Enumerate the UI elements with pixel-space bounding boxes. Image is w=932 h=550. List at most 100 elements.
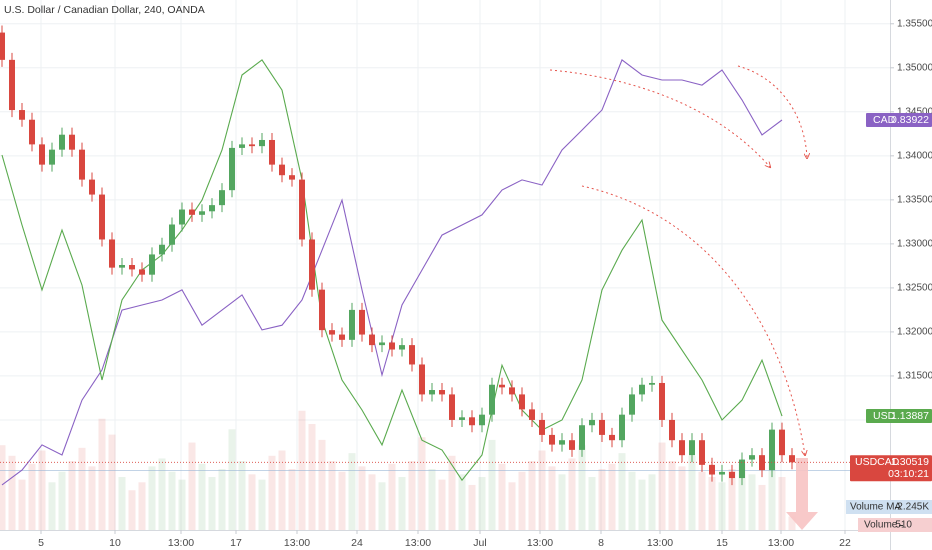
- series-label-box: [866, 113, 932, 128]
- candle-body: [159, 244, 165, 255]
- volume-bar: [208, 477, 216, 530]
- volume-bar: [758, 484, 766, 530]
- drawings: [549, 65, 818, 530]
- candle-body: [609, 434, 615, 441]
- volume-bar: [188, 442, 196, 530]
- volume-bar: [778, 477, 786, 530]
- candle-body: [569, 440, 575, 450]
- volume-bar: [18, 479, 26, 530]
- volume-bar: [218, 469, 226, 530]
- candle-body: [449, 394, 455, 420]
- series-label-name: USD: [873, 410, 896, 422]
- candle-body: [589, 419, 595, 426]
- volume-bar: [288, 469, 296, 530]
- candle-body: [659, 382, 665, 420]
- x-tick-label: 13:00: [168, 537, 194, 549]
- candle-body: [719, 471, 725, 475]
- axes: 1.35500 1.35000 1.34500 1.34000 1.33500 1.330…: [38, 18, 932, 548]
- candle-body: [279, 164, 285, 176]
- down-arrow: [786, 458, 818, 530]
- candle-body: [479, 414, 485, 426]
- candle-body: [209, 205, 215, 212]
- grid: [0, 0, 890, 530]
- candle-body: [519, 394, 525, 410]
- candle-body: [639, 384, 645, 395]
- candle-body: [429, 390, 435, 395]
- candle-body: [69, 134, 75, 150]
- volume-bar: [328, 461, 336, 530]
- volume-bar: [788, 516, 796, 530]
- x-tick-label: 13:00: [768, 537, 794, 549]
- volume-bar: [228, 429, 236, 530]
- volume-bar: [138, 482, 146, 530]
- x-tick-label: 13:00: [405, 537, 431, 549]
- candle-body: [489, 384, 495, 415]
- candle-body: [709, 464, 715, 475]
- candle-body: [679, 440, 685, 456]
- candle-body: [0, 32, 5, 60]
- volume-bar: [78, 447, 86, 530]
- volume-bar: [108, 434, 116, 530]
- candle-body: [349, 309, 355, 340]
- volume-bar: [308, 424, 316, 530]
- volume-bar: [478, 477, 486, 530]
- volume-bar: [0, 445, 6, 530]
- volume-bar: [448, 455, 456, 530]
- volume-value: 510: [895, 520, 912, 531]
- volume-bar: [148, 466, 156, 530]
- y-tick-label: 1.35000: [897, 62, 932, 73]
- y-tick-label: 1.32000: [897, 327, 932, 338]
- volume-bar: [268, 455, 276, 530]
- candle-body: [79, 149, 85, 180]
- volume-name: Volume: [864, 520, 898, 531]
- volume-box: [858, 518, 932, 532]
- candle-body: [399, 345, 405, 350]
- trend-arrow: [737, 65, 807, 158]
- candle-body: [579, 425, 585, 450]
- volume-bar: [348, 453, 356, 530]
- volume-bar: [658, 442, 666, 530]
- candle-body: [339, 334, 345, 340]
- candle-body: [179, 209, 185, 225]
- volume-bar: [748, 474, 756, 530]
- volume-bar: [198, 463, 206, 530]
- price-value: 1.30519: [891, 456, 929, 468]
- candle-body: [599, 419, 605, 435]
- volume-bar: [488, 439, 496, 530]
- volume-bar: [528, 461, 536, 530]
- candle-body: [749, 455, 755, 460]
- volume-bar: [668, 461, 676, 530]
- candle-body: [619, 414, 625, 441]
- candle-body: [559, 440, 565, 445]
- volume-bar: [508, 482, 516, 530]
- volume-bar: [98, 418, 106, 530]
- y-tick-label: 1.35500: [897, 18, 932, 29]
- candle-body: [729, 471, 735, 479]
- candle-body: [509, 387, 515, 395]
- volume-bar: [458, 474, 466, 530]
- volume-bar: [258, 479, 266, 530]
- volume-bar: [768, 461, 776, 530]
- candle-body: [549, 434, 555, 445]
- volume-bar: [58, 471, 66, 530]
- volume-bar: [238, 461, 246, 530]
- y-tick-label: 1.34000: [897, 150, 932, 161]
- candle-body: [219, 190, 225, 206]
- volume-bar: [358, 466, 366, 530]
- x-tick-label: Jul: [473, 537, 486, 549]
- volume-bar: [578, 445, 586, 530]
- y-tick-label: 1.31500: [897, 371, 932, 382]
- volume-bar: [118, 477, 126, 530]
- volume-bar: [618, 453, 626, 530]
- candle-body: [379, 342, 385, 346]
- volume-bar: [728, 469, 736, 530]
- countdown: 03:10:21: [888, 468, 929, 480]
- volume-bar: [558, 474, 566, 530]
- volume-layer: [0, 410, 890, 530]
- x-tick-label: 17: [230, 537, 242, 549]
- volume-bar: [378, 482, 386, 530]
- candle-body: [269, 139, 275, 165]
- volume-bar: [608, 463, 616, 530]
- candle-body: [189, 209, 195, 215]
